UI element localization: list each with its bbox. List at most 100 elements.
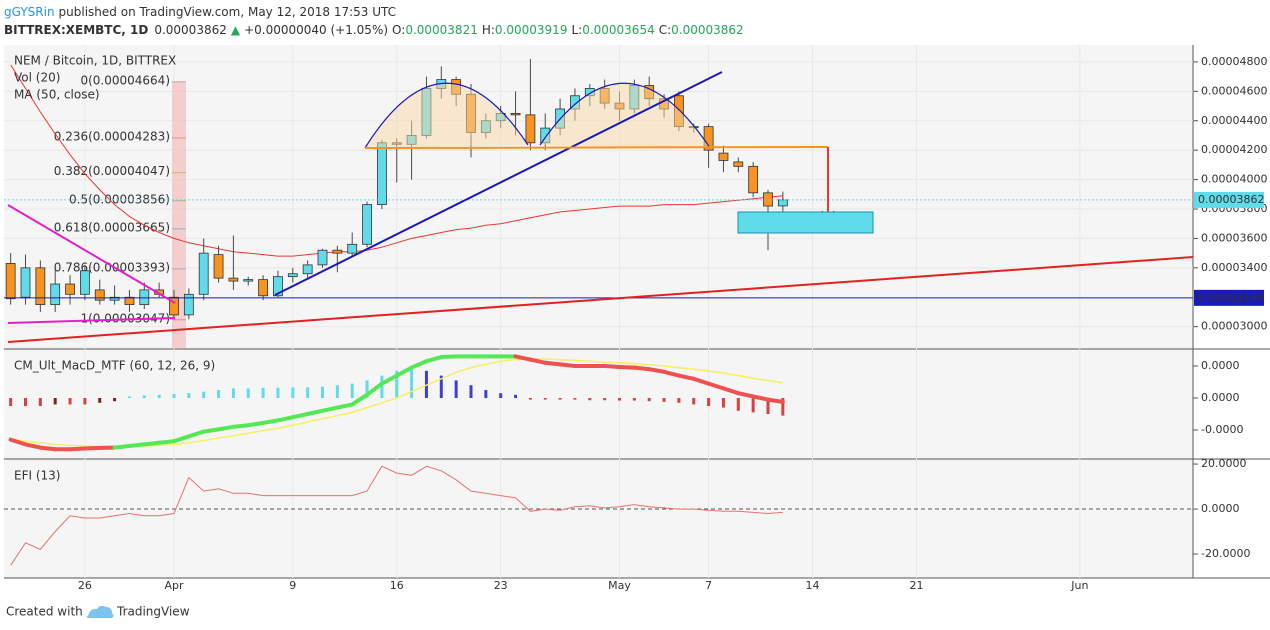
- macd-segment: [543, 360, 563, 367]
- arc: [364, 82, 529, 149]
- candle-body: [258, 279, 269, 297]
- symbol-line: BITTREX:XEMBTC, 1D 0.00003862 ▲ +0.00000040…: [4, 23, 744, 37]
- y-tick-label: 0.00004200: [1201, 143, 1267, 156]
- fib-label: 0.786(0.00003393): [54, 260, 170, 274]
- macd-segment: [38, 445, 58, 452]
- x-tick-label: 7: [705, 579, 712, 592]
- candle-body: [139, 289, 150, 306]
- macd-segment: [691, 376, 711, 386]
- author[interactable]: gGYSRin: [4, 5, 55, 19]
- y-tick-label: -0.0000: [1201, 423, 1243, 436]
- candle-body: [718, 152, 729, 161]
- candle-body: [20, 267, 31, 298]
- y-tick-label: 20.0000: [1201, 457, 1247, 470]
- ohlc-key: L:: [571, 23, 582, 37]
- macd-hist: [246, 388, 250, 398]
- macd-segment: [23, 442, 43, 450]
- x-tick-label: 21: [910, 579, 924, 592]
- macd-segment: [706, 381, 726, 391]
- macd-segment: [350, 392, 370, 407]
- candle-body: [80, 270, 90, 295]
- macd-hist: [172, 394, 176, 398]
- x-tick-label: 26: [78, 579, 92, 592]
- macd-segment: [68, 446, 87, 452]
- macd-hist: [142, 395, 146, 398]
- ohlc-key: H:: [482, 23, 495, 37]
- y-tick-label: -20.0000: [1201, 547, 1250, 560]
- ma-line: [10, 64, 783, 257]
- macd-segment: [231, 423, 251, 429]
- candle-body: [302, 264, 313, 275]
- macd-segment: [186, 429, 206, 439]
- magenta-line: [7, 317, 176, 324]
- macd-segment: [112, 444, 132, 450]
- macd-segment: [513, 354, 533, 362]
- legend-volume: Vol (20): [14, 71, 60, 85]
- fib-label: 0.618(0.00003665): [54, 220, 170, 234]
- macd-segment: [8, 437, 28, 447]
- macd-segment: [127, 442, 147, 448]
- macd-segment: [424, 355, 444, 364]
- macd-segment: [261, 418, 280, 425]
- macd-hist: [677, 398, 681, 403]
- macd-segment: [142, 440, 162, 447]
- macd-hist: [781, 398, 785, 416]
- y-tick-label: 0.00003600: [1201, 231, 1267, 244]
- level-tag: [1194, 191, 1264, 208]
- trendline: [274, 71, 723, 296]
- macd-hist: [469, 385, 473, 398]
- candle-body: [525, 114, 536, 144]
- macd-segment: [335, 402, 355, 410]
- published: published on TradingView.com, May 12, 20…: [59, 5, 396, 19]
- candle-body: [273, 276, 283, 297]
- macd-segment: [736, 391, 756, 399]
- macd-hist: [24, 398, 27, 406]
- macd-segment: [662, 369, 681, 378]
- macd-hist: [365, 380, 369, 398]
- neckline: [364, 146, 829, 149]
- candle-body: [510, 112, 521, 116]
- y-tick-label: 0.0000: [1201, 359, 1240, 372]
- downtrend-line: [7, 204, 176, 304]
- macd-segment: [528, 357, 548, 365]
- footer-created: Created with: [6, 605, 83, 619]
- candle-body: [50, 283, 61, 306]
- macd-segment: [305, 408, 325, 416]
- fib-zone: [172, 81, 186, 348]
- ohlc-value: 0.00003821: [405, 23, 478, 37]
- macd-segment: [379, 373, 399, 386]
- candle-body: [169, 296, 179, 316]
- macd-hist: [68, 398, 72, 405]
- macd-hist: [53, 398, 57, 405]
- arc: [539, 82, 711, 149]
- ohlc-key: O:: [392, 23, 405, 37]
- level-label: 0.00003862: [1198, 193, 1264, 206]
- macd-hist: [127, 396, 131, 398]
- macd-hist: [217, 390, 221, 398]
- macd-hist: [454, 380, 458, 398]
- candle-body: [317, 249, 328, 266]
- candle-body: [65, 283, 75, 295]
- candle-body: [213, 254, 224, 279]
- x-tick-label: Apr: [164, 579, 184, 592]
- macd-segment: [246, 420, 266, 428]
- macd-segment: [157, 439, 176, 445]
- macd-hist: [558, 398, 562, 400]
- candle-body: [332, 249, 343, 254]
- macd-title: CM_Ult_MacD_MTF (60, 12, 26, 9): [14, 359, 215, 373]
- y-tick-label: 0.00003400: [1201, 261, 1267, 274]
- macd-hist: [335, 385, 339, 398]
- candle-body: [347, 243, 358, 254]
- macd-hist: [395, 370, 399, 398]
- footer-brand[interactable]: TradingView: [116, 605, 190, 619]
- macd-segment: [365, 381, 384, 397]
- candle-body: [287, 273, 298, 278]
- macd-hist: [514, 394, 518, 398]
- y-tick-label: 0.00004600: [1201, 84, 1267, 97]
- macd-hist: [766, 398, 770, 414]
- y-tick-label: 0.00004400: [1201, 114, 1267, 127]
- x-tick-label: 23: [494, 579, 508, 592]
- macd-hist: [647, 398, 651, 402]
- candle-body: [243, 279, 254, 282]
